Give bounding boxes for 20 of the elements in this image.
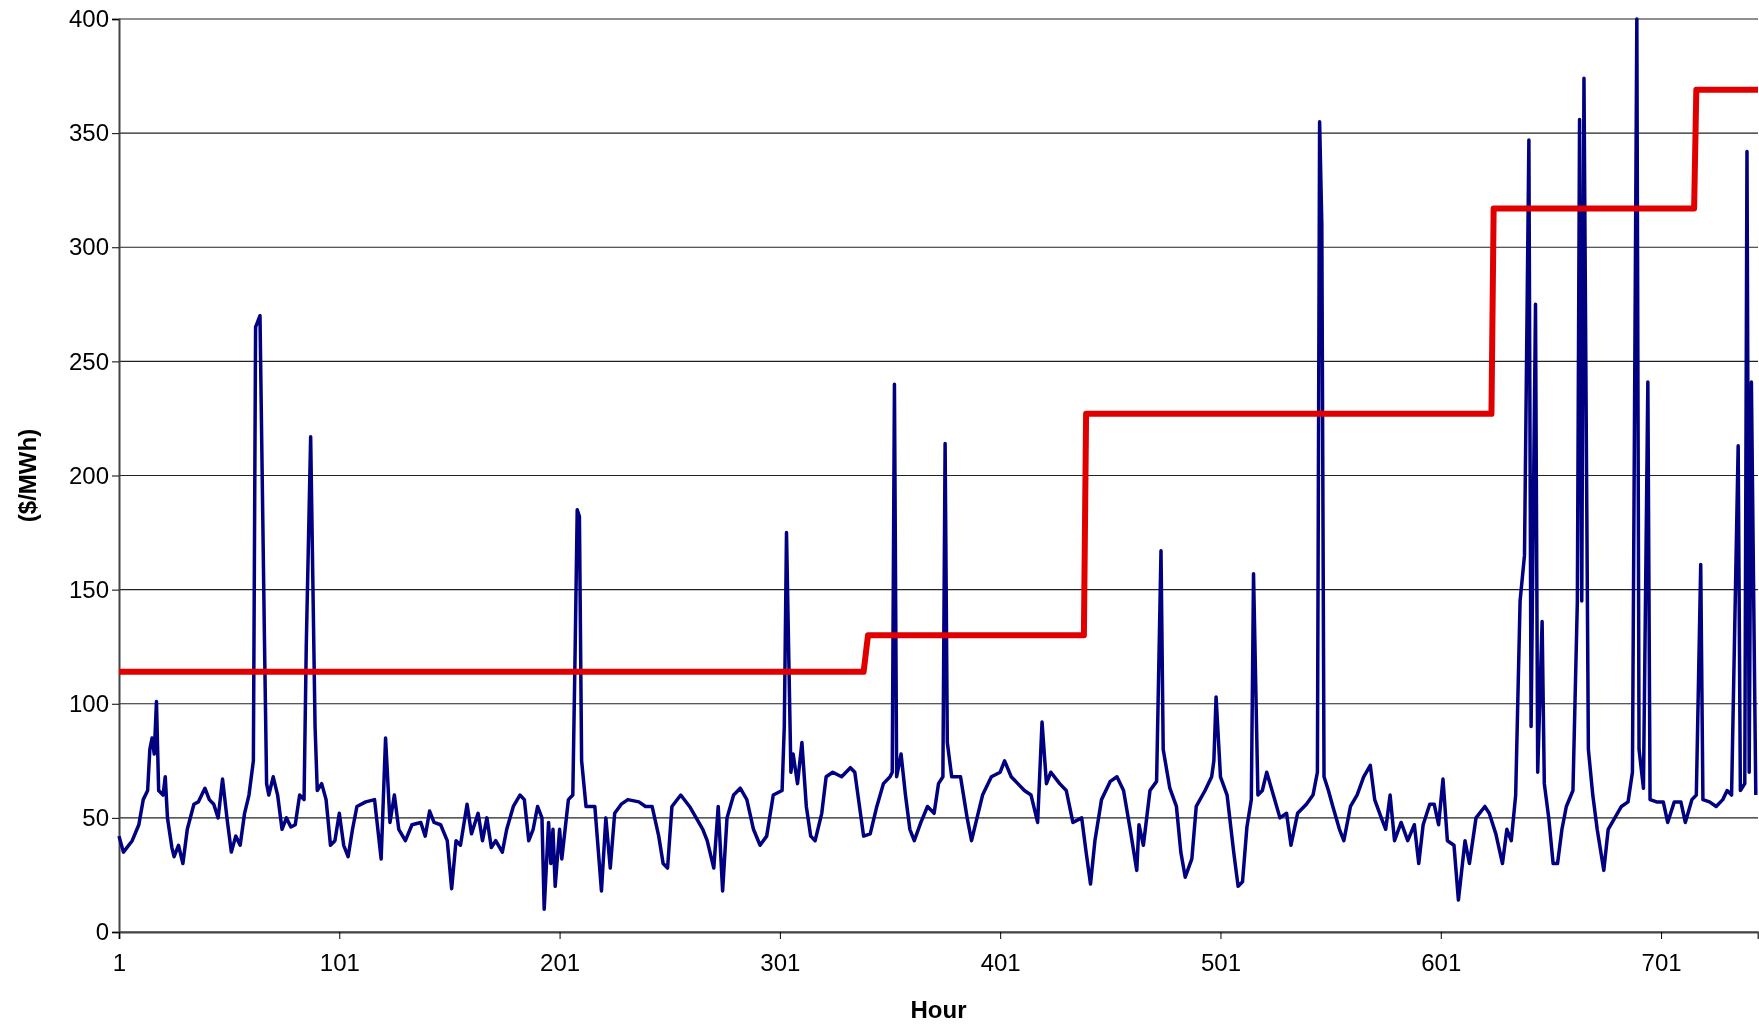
y-tick-label: 300 [68,233,109,261]
x-tick-label: 201 [540,948,581,976]
y-tick-label: 200 [68,461,109,489]
y-tick-label: 150 [68,575,109,603]
x-tick-label: 501 [1200,948,1241,976]
line-series [117,17,1758,911]
y-tick-label: 100 [68,689,109,717]
y-tick-label: 250 [68,347,109,375]
y-tick-label: 0 [95,918,109,946]
x-tick-label: 1 [112,948,127,976]
x-tick-label: 601 [1421,948,1462,976]
y-axis-title: ($/MWh) [14,428,41,523]
x-tick-label: 101 [319,948,360,976]
x-axis-title: Hour [910,996,967,1023]
y-tick-label: 350 [68,119,109,147]
y-tick-label: 50 [82,804,109,832]
x-tick-label: 701 [1641,948,1682,976]
x-tick-label: 401 [980,948,1021,976]
y-tick-label: 400 [68,5,109,33]
x-tick-label: 301 [760,948,801,976]
